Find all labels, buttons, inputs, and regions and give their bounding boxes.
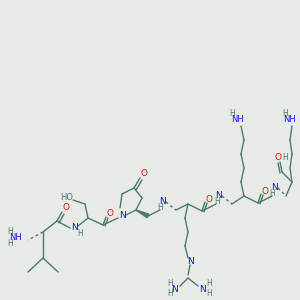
Text: O: O (262, 187, 268, 196)
Text: H: H (167, 290, 173, 298)
Polygon shape (136, 210, 149, 218)
Text: N: N (118, 211, 125, 220)
Text: N: N (216, 191, 222, 200)
Text: N: N (172, 284, 178, 293)
Text: O: O (106, 209, 113, 218)
Text: O: O (62, 203, 70, 212)
Text: H: H (206, 278, 212, 287)
Text: H: H (206, 290, 212, 298)
Text: NH: NH (10, 233, 22, 242)
Text: N: N (272, 184, 278, 193)
Text: H: H (282, 154, 288, 163)
Text: O: O (206, 194, 212, 203)
Text: H: H (269, 188, 275, 197)
Text: H: H (77, 230, 83, 238)
Text: N: N (70, 224, 77, 232)
Text: N: N (160, 197, 167, 206)
Text: N: N (200, 284, 206, 293)
Text: O: O (274, 154, 281, 163)
Text: NH: NH (284, 116, 296, 124)
Text: NH: NH (232, 116, 244, 124)
Text: H: H (229, 110, 235, 118)
Text: HO: HO (61, 194, 74, 202)
Text: O: O (140, 169, 148, 178)
Text: N: N (187, 257, 194, 266)
Text: H: H (167, 278, 173, 287)
Text: H: H (282, 110, 288, 118)
Text: H: H (214, 196, 220, 206)
Text: H: H (7, 239, 13, 248)
Text: H: H (7, 227, 13, 236)
Text: H: H (157, 202, 163, 211)
